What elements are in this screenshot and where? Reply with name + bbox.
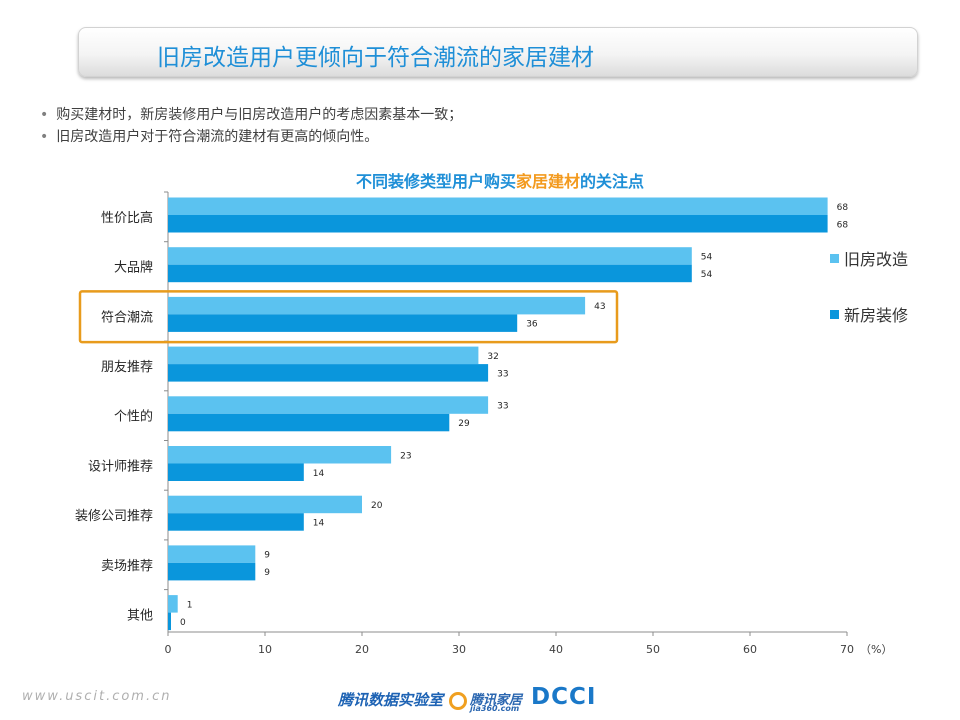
footer-url: www.uscit.com.cn (22, 689, 172, 704)
bar-old (168, 396, 489, 414)
data-label: 23 (400, 451, 411, 461)
x-tick-label: 10 (258, 643, 272, 656)
category-label: 其他 (127, 608, 153, 623)
bar-new (168, 215, 828, 233)
data-label: 36 (526, 320, 538, 330)
bar-old (168, 595, 178, 613)
bullet-dot-icon: • (40, 107, 49, 123)
x-tick-label: 60 (743, 643, 757, 656)
bullet-list: • 购买建材时，新房装修用户与旧房改造用户的考虑因素基本一致； • 旧房改造用户对于… (40, 104, 462, 148)
legend-swatch-new (830, 310, 839, 319)
category-label: 大品牌 (114, 260, 153, 276)
category-label: 性价比高 (101, 210, 153, 226)
x-tick-label: 20 (355, 643, 369, 656)
chart-title: 不同装修类型用户购买家居建材的关注点 (160, 168, 840, 192)
data-label: 32 (487, 352, 498, 362)
bar-new (168, 463, 304, 481)
bar-new (168, 364, 489, 382)
bar-old (168, 346, 479, 365)
bar-old (168, 495, 362, 514)
bar-new (168, 612, 171, 631)
footer-dcci-logo: DCCI (531, 684, 597, 710)
category-label: 卖场推荐 (101, 559, 153, 574)
data-label: 68 (837, 220, 849, 230)
bar-old (168, 247, 692, 265)
category-label: 符合潮流 (101, 309, 153, 325)
data-label: 1 (187, 600, 193, 610)
x-tick-label: 0 (165, 643, 172, 656)
legend-swatch-old (830, 254, 839, 263)
bullet-item: • 旧房改造用户对于符合潮流的建材有更高的倾向性。 (40, 126, 462, 148)
jia360-logo-icon (449, 692, 467, 710)
data-label: 54 (701, 270, 713, 280)
bar-old (168, 446, 392, 464)
category-label: 个性的 (114, 409, 153, 425)
category-label: 设计师推荐 (88, 459, 153, 474)
footer-lab-logo: 腾讯数据实验室 (338, 691, 444, 709)
x-tick-label: 70 (840, 643, 854, 656)
x-tick-label: 50 (646, 643, 660, 656)
data-label: 33 (497, 402, 508, 412)
title-bar: 旧房改造用户更倾向于符合潮流的家居建材 (78, 27, 918, 77)
footer-jia-text: 腾讯家居 (470, 693, 523, 708)
chart-title-highlight: 家居建材 (515, 172, 580, 191)
data-label: 9 (264, 551, 270, 561)
chart-title-part1: 不同装修类型用户购买 (355, 172, 516, 191)
data-label: 33 (497, 369, 508, 379)
data-label: 14 (313, 518, 325, 528)
data-label: 20 (371, 501, 383, 511)
data-label: 9 (264, 568, 270, 578)
bullet-text: 旧房改造用户对于符合潮流的建材有更高的倾向性。 (56, 129, 379, 145)
highlight-box (78, 290, 619, 344)
data-label: 68 (837, 203, 849, 213)
bar-old (168, 545, 256, 563)
bar-old (168, 197, 828, 215)
bar-new (168, 513, 304, 531)
bullet-text: 购买建材时，新房装修用户与旧房改造用户的考虑因素基本一致； (56, 107, 463, 123)
data-label: 54 (701, 252, 713, 262)
legend-label-old: 旧房改造 (844, 250, 909, 269)
bar-new (168, 413, 450, 432)
legend-item-old: 旧房改造 (830, 246, 908, 270)
data-label: 43 (594, 302, 605, 312)
bar-new (168, 264, 692, 283)
category-label: 朋友推荐 (101, 359, 153, 375)
bullet-item: • 购买建材时，新房装修用户与旧房改造用户的考虑因素基本一致； (40, 104, 462, 126)
legend-item-new: 新房装修 (830, 302, 908, 326)
legend-label-new: 新房装修 (844, 306, 909, 325)
data-label: 0 (180, 618, 186, 628)
x-tick-label: 40 (549, 643, 563, 656)
x-axis-unit: （%） (860, 643, 892, 656)
bullet-dot-icon: • (40, 129, 49, 145)
page-title: 旧房改造用户更倾向于符合潮流的家居建材 (157, 45, 594, 71)
x-tick-label: 30 (452, 643, 466, 656)
chart-title-part2: 的关注点 (580, 172, 645, 191)
bar-old (168, 296, 586, 315)
bar-new (168, 314, 518, 332)
bar-new (168, 562, 256, 581)
footer-jia-logo: 腾讯家居 jia360.com (470, 689, 522, 713)
data-label: 14 (313, 469, 325, 479)
data-label: 29 (458, 419, 470, 429)
category-label: 装修公司推荐 (75, 509, 153, 524)
footer-jia-sub: jia360.com (470, 704, 520, 713)
